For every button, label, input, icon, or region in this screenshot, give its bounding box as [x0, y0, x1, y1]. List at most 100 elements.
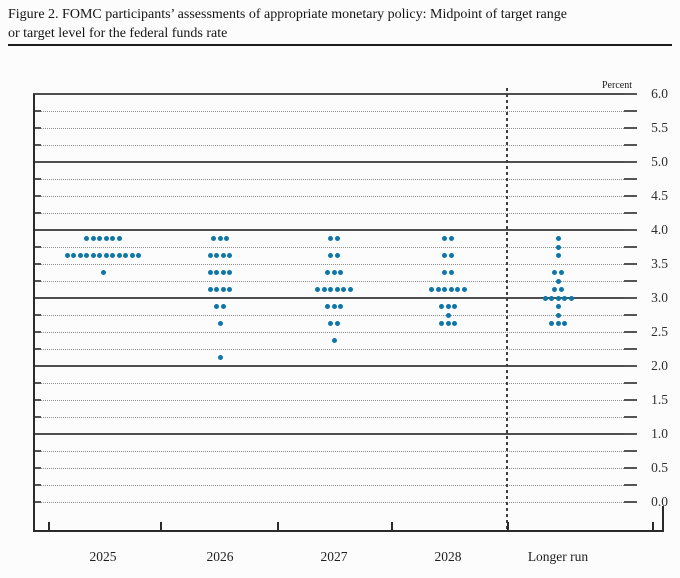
x-axis-section-tick: [48, 522, 50, 530]
participant-dot: [207, 253, 213, 258]
participant-dot: [325, 270, 330, 275]
participant-dot: [103, 236, 109, 241]
y-axis-left-tick: [33, 110, 41, 112]
participant-dot: [227, 270, 233, 275]
participant-dot: [217, 355, 223, 360]
y-axis-right-tick: [624, 416, 637, 418]
participant-dot: [452, 321, 457, 326]
x-axis-right-endcap: [662, 506, 664, 530]
participant-dot: [461, 287, 467, 292]
participant-dot: [455, 287, 461, 292]
x-axis-section-tick: [652, 522, 654, 530]
participant-dot: [442, 270, 448, 275]
participant-dot: [220, 253, 226, 258]
y-axis-right-tick: [624, 178, 637, 180]
participant-dot: [435, 287, 441, 292]
participant-dot: [334, 253, 340, 258]
participant-dot: [207, 287, 213, 292]
gridline-dotted: [41, 349, 632, 350]
participant-dot: [445, 321, 451, 326]
y-axis-right-tick: [624, 297, 637, 299]
gridline-dotted: [41, 281, 632, 282]
participant-dot: [442, 287, 448, 292]
participant-dot: [338, 270, 343, 275]
y-axis-left-tick: [33, 212, 41, 214]
participant-dot: [214, 270, 220, 275]
participant-dot: [328, 236, 334, 241]
participant-dot: [562, 321, 567, 326]
y-axis-right-tick: [624, 127, 637, 129]
participant-dot: [136, 253, 142, 258]
y-axis-label: 1.5: [651, 392, 668, 407]
participant-dot: [558, 270, 564, 275]
y-axis-label: 1.0: [651, 426, 668, 441]
participant-dot: [341, 287, 347, 292]
participant-dot: [552, 270, 558, 275]
y-axis-label: 0.5: [651, 460, 668, 475]
y-axis-left-tick: [33, 382, 41, 384]
x-axis-section-tick: [277, 522, 279, 530]
participant-dot: [214, 287, 220, 292]
gridline-dotted: [41, 213, 632, 214]
participant-dot: [116, 236, 122, 241]
y-axis-label: 5.0: [651, 154, 668, 169]
participant-dot: [558, 287, 564, 292]
participant-dot: [555, 312, 561, 318]
gridline-dotted: [41, 111, 632, 112]
participant-dot: [568, 295, 574, 301]
participant-dot: [448, 236, 454, 241]
y-axis-label: 2.5: [651, 324, 668, 339]
y-axis-label: 3.0: [651, 290, 668, 305]
x-axis-section-tick: [160, 522, 162, 530]
y-axis-right-tick: [624, 450, 637, 452]
x-axis-label: 2028: [434, 549, 462, 564]
x-axis-label: 2025: [89, 549, 117, 564]
gridline-dotted: [41, 383, 632, 384]
participant-dot: [220, 287, 226, 292]
participant-dot: [555, 295, 561, 301]
participant-dot: [220, 304, 226, 309]
x-axis-label: 2026: [206, 549, 234, 564]
gridline-dotted: [41, 502, 632, 503]
participant-dot: [84, 236, 90, 241]
gridline-solid: [33, 297, 632, 299]
participant-dot: [328, 287, 334, 292]
y-axis-left-tick: [33, 501, 41, 503]
y-axis-right-tick: [624, 365, 637, 367]
y-axis-right-tick: [624, 399, 637, 401]
participant-dot: [90, 236, 96, 241]
y-axis-left-tick: [33, 467, 41, 469]
y-axis-right-tick: [624, 348, 637, 350]
y-axis-left-tick: [33, 399, 41, 401]
participant-dot: [429, 287, 435, 292]
participant-dot: [448, 287, 454, 292]
participant-dot: [211, 236, 216, 241]
participant-dot: [442, 253, 448, 258]
gridline-dotted: [41, 332, 632, 333]
participant-dot: [555, 304, 561, 309]
participant-dot: [214, 253, 220, 258]
participant-dot: [555, 321, 561, 326]
gridline-dotted: [41, 400, 632, 401]
x-axis-section-tick: [507, 522, 509, 530]
x-axis-line: [33, 530, 664, 532]
y-axis-unit-label: Percent: [602, 80, 632, 91]
x-axis-label: 2027: [320, 549, 348, 564]
participant-dot: [224, 236, 229, 241]
participant-dot: [328, 253, 334, 258]
y-axis-right-tick: [624, 280, 637, 282]
participant-dot: [549, 295, 554, 301]
y-axis-border: [33, 94, 35, 532]
y-axis-left-tick: [33, 331, 41, 333]
participant-dot: [555, 236, 561, 241]
y-axis-left-tick: [33, 314, 41, 316]
y-axis-left-tick: [33, 484, 41, 486]
gridline-dotted: [41, 468, 632, 469]
participant-dot: [347, 287, 353, 292]
participant-dot: [71, 253, 77, 258]
y-axis-right-tick: [624, 382, 637, 384]
participant-dot: [116, 253, 122, 258]
y-axis-left-tick: [33, 416, 41, 418]
y-axis-left-tick: [33, 280, 41, 282]
